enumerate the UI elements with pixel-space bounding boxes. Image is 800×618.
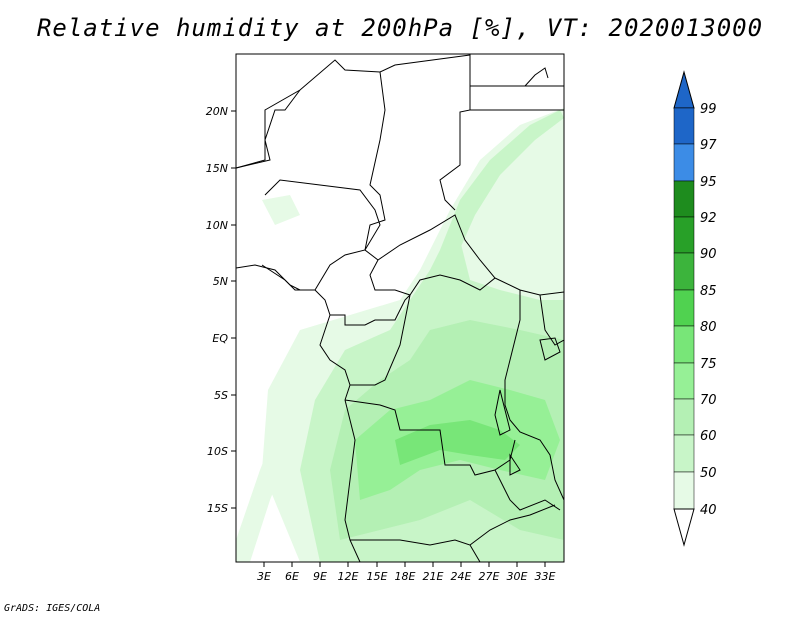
lat-label: 10N — [206, 219, 228, 232]
lat-label: 5N — [213, 275, 228, 288]
colorbar-swatch — [673, 434, 695, 473]
colorbar-swatch — [673, 107, 695, 145]
colorbar-label: 95 — [700, 175, 717, 190]
lon-label: 21E — [423, 570, 444, 583]
lon-label: 30E — [507, 570, 528, 583]
map-frame — [235, 53, 565, 563]
lat-label: 20N — [206, 105, 228, 118]
lon-label: 3E — [257, 570, 271, 583]
lon-label: 9E — [313, 570, 327, 583]
colorbar-label: 60 — [700, 429, 717, 444]
colorbar-bottom-arrow — [673, 508, 695, 547]
colorbar-swatch — [673, 143, 695, 182]
colorbar: 99 97 95 92 90 85 80 75 70 60 50 40 — [673, 70, 717, 547]
colorbar-swatch — [673, 362, 695, 400]
lat-label: 10S — [207, 445, 228, 458]
colorbar-swatch — [673, 325, 695, 364]
colorbar-label: 97 — [700, 138, 717, 153]
colorbar-label: 75 — [700, 357, 717, 372]
lat-axis: 20N 15N 10N 5N EQ 5S 10S 15S — [206, 105, 236, 515]
lon-label: 12E — [338, 570, 359, 583]
lon-label: 24E — [451, 570, 472, 583]
colorbar-label: 50 — [700, 466, 717, 481]
lon-label: 33E — [535, 570, 556, 583]
colorbar-label: 92 — [700, 211, 717, 226]
humidity-band-north — [420, 110, 564, 300]
colorbar-top-arrow — [673, 70, 695, 109]
humidity-patch-west — [262, 195, 300, 225]
humidity-streak-sw — [236, 400, 300, 562]
lat-label: 15N — [206, 162, 228, 175]
colorbar-label: 40 — [700, 503, 717, 518]
lat-label: 15S — [207, 502, 228, 515]
colorbar-swatch — [673, 398, 695, 436]
lat-label: 5S — [214, 389, 228, 402]
chart-title: Relative humidity at 200hPa [%], VT: 202… — [36, 14, 764, 42]
humidity-region-75 — [395, 420, 520, 465]
colorbar-swatch — [673, 216, 695, 254]
lat-label: EQ — [212, 332, 228, 345]
colorbar-swatch — [673, 180, 695, 218]
lon-label: 15E — [367, 570, 388, 583]
lon-label: 6E — [285, 570, 299, 583]
colorbar-swatch — [673, 289, 695, 327]
colorbar-label: 80 — [700, 320, 717, 335]
lon-label: 27E — [479, 570, 500, 583]
lon-axis: 3E 6E 9E 12E 15E 18E 21E 24E 27E 30E 33E — [257, 562, 556, 583]
colorbar-swatch — [673, 252, 695, 291]
country-borders — [236, 54, 564, 562]
grads-credit: GrADS: IGES/COLA — [4, 603, 101, 614]
lon-label: 18E — [395, 570, 416, 583]
humidity-field — [236, 108, 564, 562]
colorbar-label: 70 — [700, 393, 717, 408]
colorbar-label: 90 — [700, 247, 717, 262]
colorbar-label: 99 — [700, 102, 717, 117]
colorbar-swatch — [673, 471, 695, 510]
colorbar-label: 85 — [700, 284, 717, 299]
